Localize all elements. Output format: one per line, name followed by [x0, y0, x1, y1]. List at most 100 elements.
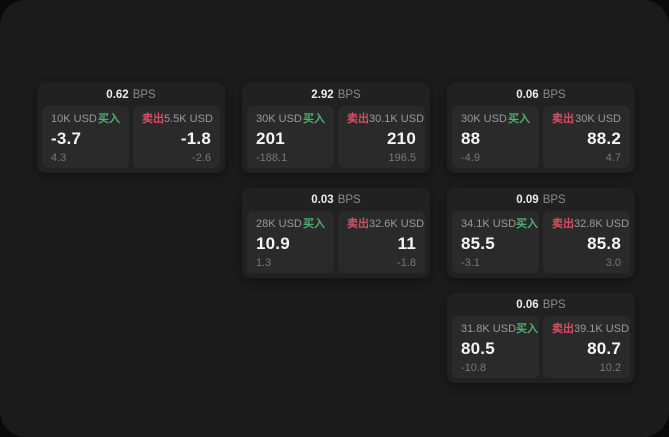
buy-delta: -3.1	[461, 257, 480, 269]
buy-price: 80.5	[461, 339, 495, 358]
buy-notional: 10K USD	[51, 113, 97, 125]
buy-quote-tile[interactable]: 28K USD 买入 10.9 1.3	[247, 211, 334, 273]
quote-card: 0.09 BPS 34.1K USD 买入 85.5 -3.1 卖出 32.8K…	[447, 188, 635, 278]
buy-delta: -4.9	[461, 152, 480, 164]
sell-delta: 4.7	[605, 152, 621, 164]
bps-value: 0.06	[516, 88, 539, 101]
bps-unit-label: BPS	[542, 193, 566, 206]
buy-notional: 28K USD	[256, 218, 302, 230]
card-bps-header: 0.06 BPS	[452, 83, 630, 106]
sell-tile-header: 卖出 30.1K USD	[347, 113, 424, 126]
buy-side-tag: 买入	[516, 323, 539, 335]
sell-delta: 3.0	[605, 257, 621, 269]
sell-price: 11	[397, 234, 416, 253]
buy-notional: 31.8K USD	[461, 323, 517, 335]
sell-notional: 30K USD	[575, 113, 621, 125]
quote-panels: 28K USD 买入 10.9 1.3 卖出 32.6K USD 11 -1.8	[247, 211, 425, 273]
sell-price: 80.7	[587, 339, 621, 358]
quote-card: 2.92 BPS 30K USD 买入 201 -188.1 卖出 30.1K …	[242, 83, 430, 173]
quote-panels: 30K USD 买入 201 -188.1 卖出 30.1K USD 210 1…	[247, 106, 425, 168]
bps-unit-label: BPS	[132, 88, 156, 101]
buy-quote-tile[interactable]: 30K USD 买入 88 -4.9	[452, 106, 539, 168]
buy-quote-tile[interactable]: 34.1K USD 买入 85.5 -3.1	[452, 211, 539, 273]
quote-panels: 10K USD 买入 -3.7 4.3 卖出 5.5K USD -1.8 -2.…	[42, 106, 220, 168]
sell-side-tag: 卖出	[552, 218, 574, 230]
buy-tile-header: 30K USD 买入	[461, 113, 530, 126]
buy-tile-header: 30K USD 买入	[256, 113, 325, 126]
sell-delta: 196.5	[388, 152, 416, 164]
buy-tile-header: 10K USD 买入	[51, 113, 120, 126]
sell-tile-header: 卖出 39.1K USD	[552, 323, 629, 336]
quote-panels: 31.8K USD 买入 80.5 -10.8 卖出 39.1K USD 80.…	[452, 316, 630, 378]
sell-price: -1.8	[180, 129, 211, 148]
bps-unit-label: BPS	[542, 88, 566, 101]
buy-quote-tile[interactable]: 10K USD 买入 -3.7 4.3	[42, 106, 129, 168]
sell-tile-header: 卖出 5.5K USD	[142, 113, 213, 126]
bps-value: 0.03	[311, 193, 334, 206]
sell-notional: 32.6K USD	[369, 218, 425, 230]
quote-card: 0.06 BPS 31.8K USD 买入 80.5 -10.8 卖出 39.1…	[447, 293, 635, 383]
bps-unit-label: BPS	[337, 193, 361, 206]
buy-delta: -10.8	[461, 362, 487, 374]
bps-value: 0.62	[106, 88, 129, 101]
bps-value: 0.09	[516, 193, 539, 206]
buy-price: 85.5	[461, 234, 495, 253]
sell-notional: 30.1K USD	[369, 113, 425, 125]
bps-unit-label: BPS	[337, 88, 361, 101]
buy-tile-header: 34.1K USD 买入	[461, 218, 538, 231]
bps-value: 2.92	[311, 88, 334, 101]
buy-price: 10.9	[256, 234, 290, 253]
sell-tile-header: 卖出 32.6K USD	[347, 218, 424, 231]
buy-delta: 4.3	[51, 152, 67, 164]
sell-notional: 32.8K USD	[574, 218, 630, 230]
buy-tile-header: 28K USD 买入	[256, 218, 325, 231]
quote-panels: 30K USD 买入 88 -4.9 卖出 30K USD 88.2 4.7	[452, 106, 630, 168]
buy-quote-tile[interactable]: 30K USD 买入 201 -188.1	[247, 106, 334, 168]
buy-side-tag: 买入	[98, 113, 120, 125]
buy-side-tag: 买入	[516, 218, 539, 230]
quote-card: 0.03 BPS 28K USD 买入 10.9 1.3 卖出 32.6K US…	[242, 188, 430, 278]
buy-delta: 1.3	[256, 257, 272, 269]
sell-price: 210	[387, 129, 416, 148]
buy-notional: 30K USD	[256, 113, 302, 125]
buy-price: -3.7	[51, 129, 82, 148]
buy-quote-tile[interactable]: 31.8K USD 买入 80.5 -10.8	[452, 316, 539, 378]
card-bps-header: 2.92 BPS	[247, 83, 425, 106]
sell-side-tag: 卖出	[552, 113, 574, 125]
buy-side-tag: 买入	[303, 113, 325, 125]
buy-notional: 30K USD	[461, 113, 507, 125]
sell-delta: -2.6	[192, 152, 211, 164]
buy-side-tag: 买入	[508, 113, 530, 125]
bps-unit-label: BPS	[542, 298, 566, 311]
card-bps-header: 0.03 BPS	[247, 188, 425, 211]
sell-side-tag: 卖出	[552, 323, 574, 335]
buy-price: 88	[461, 129, 481, 148]
sell-price: 88.2	[587, 129, 621, 148]
quote-card: 0.62 BPS 10K USD 买入 -3.7 4.3 卖出 5.5K USD…	[37, 83, 225, 173]
card-bps-header: 0.06 BPS	[452, 293, 630, 316]
sell-quote-tile[interactable]: 卖出 39.1K USD 80.7 10.2	[543, 316, 630, 378]
sell-quote-tile[interactable]: 卖出 30K USD 88.2 4.7	[543, 106, 630, 168]
quote-panels: 34.1K USD 买入 85.5 -3.1 卖出 32.8K USD 85.8…	[452, 211, 630, 273]
buy-side-tag: 买入	[303, 218, 325, 230]
sell-quote-tile[interactable]: 卖出 32.8K USD 85.8 3.0	[543, 211, 630, 273]
sell-quote-tile[interactable]: 卖出 30.1K USD 210 196.5	[338, 106, 425, 168]
buy-tile-header: 31.8K USD 买入	[461, 323, 538, 336]
sell-tile-header: 卖出 30K USD	[552, 113, 621, 126]
sell-tile-header: 卖出 32.8K USD	[552, 218, 629, 231]
quote-cards-grid: 0.62 BPS 10K USD 买入 -3.7 4.3 卖出 5.5K USD…	[37, 83, 635, 383]
bps-value: 0.06	[516, 298, 539, 311]
sell-notional: 5.5K USD	[164, 113, 213, 125]
sell-delta: 10.2	[599, 362, 621, 374]
card-bps-header: 0.62 BPS	[42, 83, 220, 106]
sell-quote-tile[interactable]: 卖出 32.6K USD 11 -1.8	[338, 211, 425, 273]
sell-side-tag: 卖出	[347, 218, 369, 230]
card-bps-header: 0.09 BPS	[452, 188, 630, 211]
quote-card: 0.06 BPS 30K USD 买入 88 -4.9 卖出 30K USD 8…	[447, 83, 635, 173]
buy-delta: -188.1	[256, 152, 288, 164]
sell-side-tag: 卖出	[347, 113, 369, 125]
sell-notional: 39.1K USD	[574, 323, 630, 335]
sell-quote-tile[interactable]: 卖出 5.5K USD -1.8 -2.6	[133, 106, 220, 168]
